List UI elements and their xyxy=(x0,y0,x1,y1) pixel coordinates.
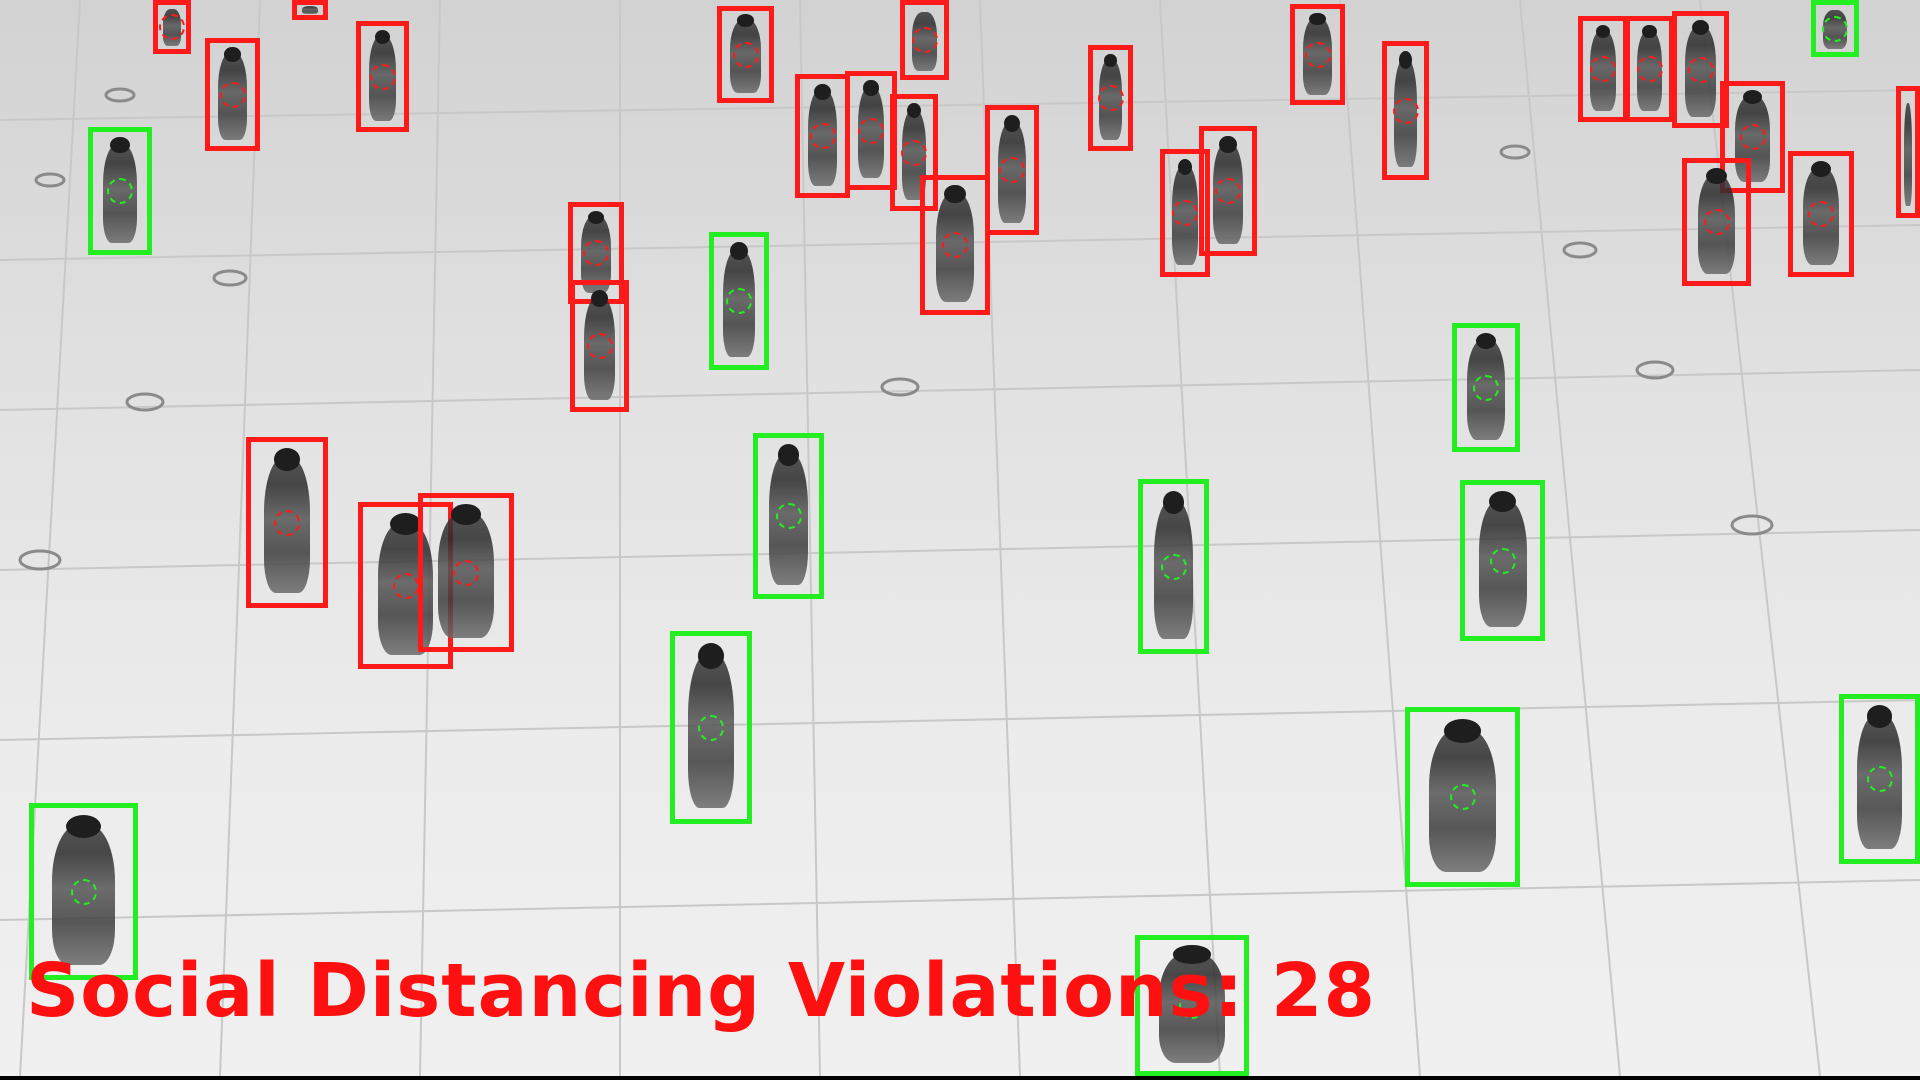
centroid-marker xyxy=(809,123,836,149)
safe-box xyxy=(88,127,152,255)
violation-box xyxy=(1199,126,1257,256)
centroid-marker xyxy=(942,232,968,258)
centroid-marker xyxy=(858,117,884,144)
centroid-marker xyxy=(107,178,133,204)
violation-box xyxy=(570,280,629,412)
centroid-marker xyxy=(1172,200,1198,226)
violation-box xyxy=(795,74,850,198)
centroid-marker xyxy=(901,139,927,166)
centroid-marker xyxy=(1473,374,1499,401)
centroid-marker xyxy=(159,14,185,40)
centroid-marker xyxy=(1822,15,1848,42)
centroid-marker xyxy=(775,503,802,529)
violation-box xyxy=(356,21,409,132)
centroid-marker xyxy=(1808,201,1834,227)
safe-box xyxy=(29,803,138,980)
centroid-marker xyxy=(698,714,724,741)
violation-box xyxy=(1290,4,1345,105)
centroid-marker xyxy=(1636,56,1663,82)
centroid-marker xyxy=(911,27,938,53)
centroid-marker xyxy=(453,559,479,586)
centroid-marker xyxy=(726,288,752,314)
safe-box xyxy=(753,433,824,599)
violations-counter: Social Distancing Violations: 28 xyxy=(26,948,1377,1034)
violation-box xyxy=(1578,16,1628,122)
centroid-marker xyxy=(1687,56,1714,83)
centroid-marker xyxy=(70,878,97,905)
centroid-marker xyxy=(999,157,1025,183)
violation-box xyxy=(205,38,260,151)
centroid-marker xyxy=(1866,766,1893,792)
centroid-marker xyxy=(369,63,396,90)
violation-box xyxy=(1160,149,1210,277)
violation-box xyxy=(1720,81,1785,193)
violation-box xyxy=(1625,16,1674,122)
centroid-marker xyxy=(586,333,613,359)
centroid-marker xyxy=(1097,85,1124,111)
safe-box xyxy=(1135,935,1249,1076)
violation-box xyxy=(1788,151,1854,277)
violation-box xyxy=(1088,45,1133,151)
safe-box xyxy=(1452,323,1520,452)
safe-box xyxy=(1460,480,1545,641)
centroid-marker xyxy=(1215,178,1241,204)
centroid-marker xyxy=(583,240,609,266)
violation-box xyxy=(153,0,191,54)
violation-box xyxy=(1382,41,1429,180)
centroid-marker xyxy=(219,81,246,108)
centroid-marker xyxy=(1449,784,1476,810)
safe-box xyxy=(1405,707,1520,887)
safe-box xyxy=(1839,694,1920,864)
violation-box xyxy=(418,493,514,652)
safe-box xyxy=(670,631,752,824)
safe-box xyxy=(1138,479,1209,654)
centroid-marker xyxy=(1160,553,1187,580)
safe-box xyxy=(1811,0,1859,57)
centroid-marker xyxy=(732,41,759,68)
centroid-marker xyxy=(1392,97,1419,124)
centroid-marker xyxy=(1739,124,1766,150)
centroid-marker xyxy=(1304,41,1331,68)
centroid-marker xyxy=(1703,209,1730,235)
violation-box xyxy=(985,105,1039,235)
violation-box xyxy=(246,437,328,608)
centroid-marker xyxy=(274,509,300,536)
violation-box xyxy=(920,175,990,315)
safe-box xyxy=(709,232,769,370)
centroid-marker xyxy=(392,572,419,599)
violation-box xyxy=(1682,158,1751,286)
centroid-marker xyxy=(1489,547,1516,574)
violation-box xyxy=(292,0,328,20)
letterbox-bar xyxy=(0,1076,1920,1080)
violation-box xyxy=(1896,86,1920,218)
violation-box xyxy=(1672,11,1729,128)
centroid-marker xyxy=(1590,56,1616,82)
violation-box xyxy=(717,6,774,103)
centroid-marker xyxy=(1179,992,1205,1019)
violation-box xyxy=(900,0,949,80)
